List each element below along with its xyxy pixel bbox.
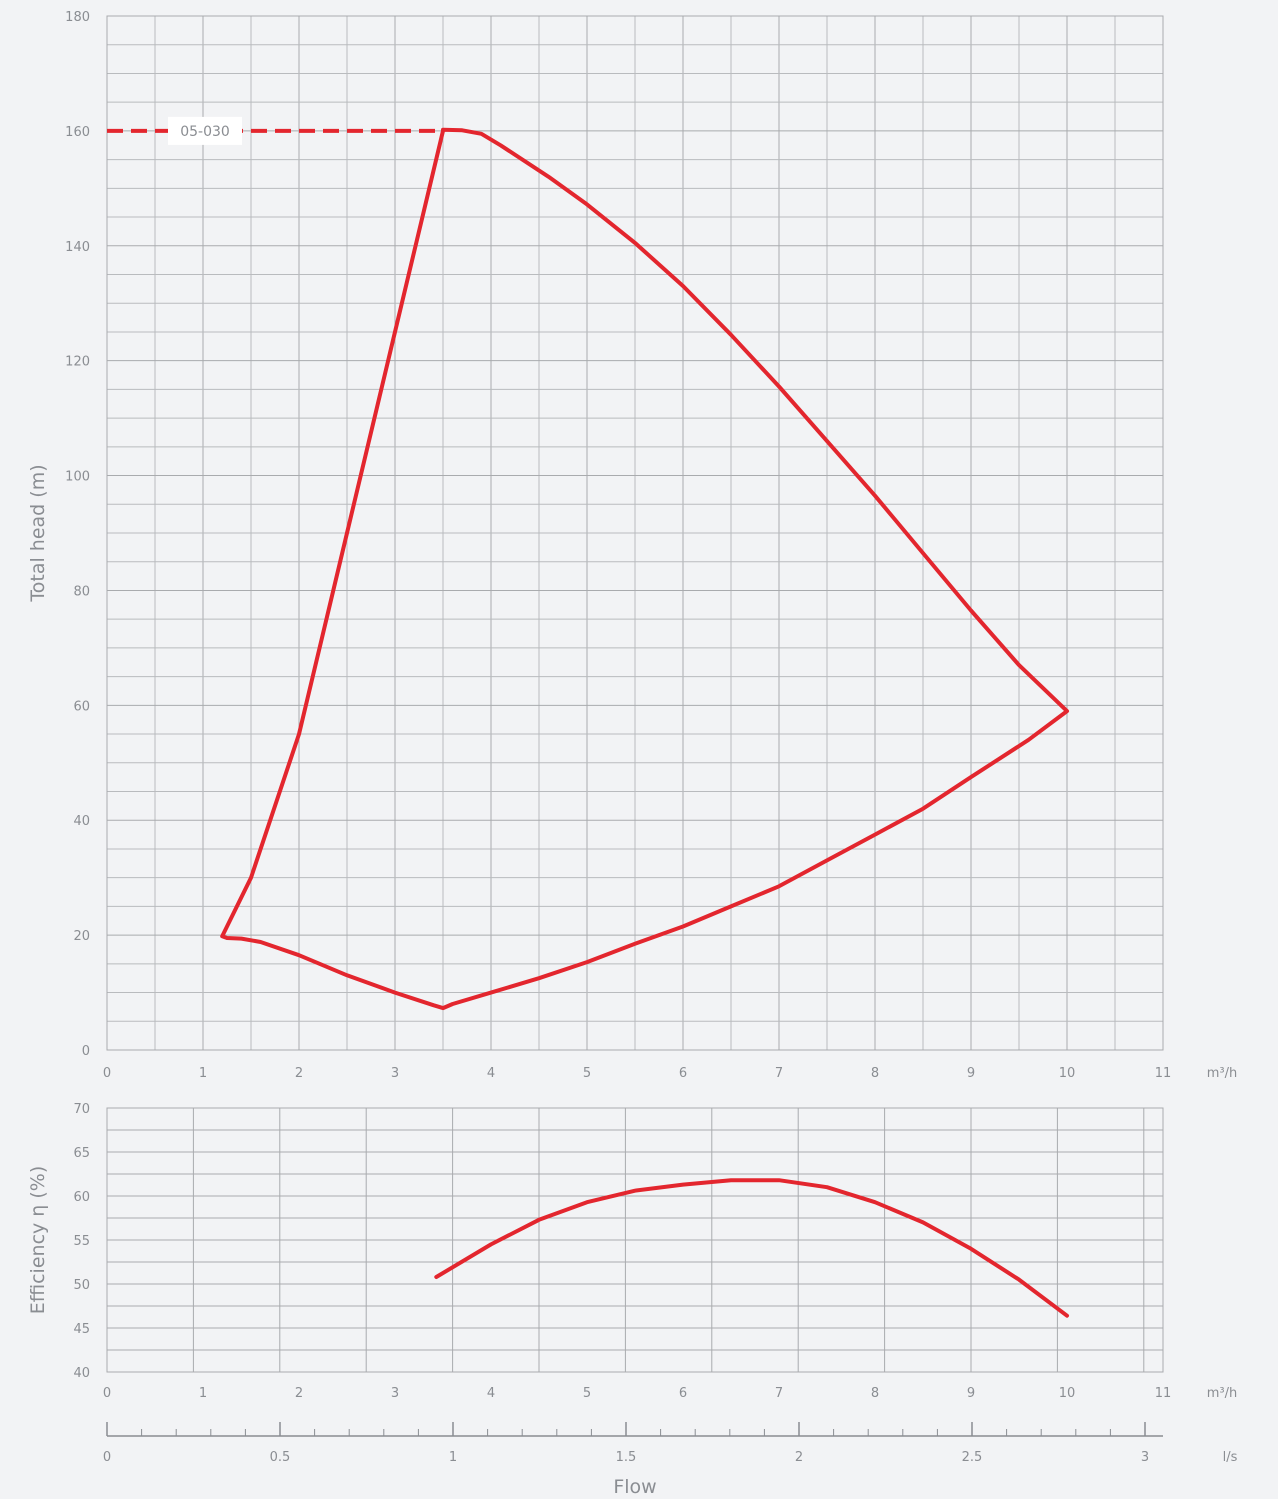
- plot-frame: [106, 1107, 1164, 1373]
- x-tick-label: 3: [391, 1386, 399, 1401]
- x-tick-label: 1.5: [616, 1450, 637, 1465]
- x-unit-label: l/s: [1223, 1450, 1238, 1465]
- y-tick-label: 120: [65, 355, 90, 370]
- x-tick-label: 4: [487, 1066, 495, 1081]
- x-tick-label: 0: [103, 1066, 111, 1081]
- flow-ls-axis: 0 0.5 1 1.5 2 2.5 3 l/s Flow: [103, 1422, 1238, 1498]
- x-tick-label: 3: [391, 1066, 399, 1081]
- y-axis-title: Total head (m): [27, 464, 49, 602]
- x-tick-label: 11: [1155, 1066, 1172, 1081]
- y-tick-label: 60: [73, 1190, 90, 1205]
- plot-frame: [106, 15, 1164, 1051]
- x-tick-label: 4: [487, 1386, 495, 1401]
- x-tick-label: 0.5: [270, 1450, 291, 1465]
- y-tick-label: 80: [73, 584, 90, 599]
- x-tick-label: 1: [449, 1450, 457, 1465]
- x-tick-label: 5: [583, 1386, 591, 1401]
- x-unit-label: m³/h: [1207, 1386, 1238, 1401]
- x-tick-label: 3: [1141, 1450, 1149, 1465]
- y-tick-label: 0: [82, 1044, 90, 1059]
- y-tick-label: 140: [65, 240, 90, 255]
- x-tick-label: 9: [967, 1066, 975, 1081]
- y-tick-label: 45: [73, 1322, 90, 1337]
- x-tick-label: 1: [199, 1386, 207, 1401]
- y-tick-label: 180: [65, 10, 90, 25]
- x-tick-label: 7: [775, 1386, 783, 1401]
- x-tick-label: 8: [871, 1066, 879, 1081]
- efficiency-curve-line: [434, 1178, 1069, 1318]
- y-tick-label: 100: [65, 470, 90, 485]
- x-tick-label: 5: [583, 1066, 591, 1081]
- y-tick-label: 55: [73, 1234, 90, 1249]
- x-tick-label: 1: [199, 1066, 207, 1081]
- head-operating-envelope-line: [220, 127, 1069, 1011]
- x-tick-label: 11: [1155, 1386, 1172, 1401]
- x-tick-label: 2: [295, 1386, 303, 1401]
- y-tick-label: 40: [73, 814, 90, 829]
- y-tick-label: 50: [73, 1278, 90, 1293]
- y-tick-label: 70: [73, 1102, 90, 1117]
- x-tick-label: 0: [103, 1450, 111, 1465]
- x-unit-label: m³/h: [1207, 1066, 1238, 1081]
- x-tick-label: 8: [871, 1386, 879, 1401]
- head-chart: 0 20 40 60 80 100 120 140 160 180 0 1 2 3 4 5 6 7 8 9 10 11 m³…: [27, 10, 1237, 1081]
- x-tick-label: 6: [679, 1066, 687, 1081]
- x-tick-label: 9: [967, 1386, 975, 1401]
- y-axis-title: Efficiency η (%): [27, 1166, 49, 1315]
- x-tick-label: 10: [1059, 1386, 1076, 1401]
- y-tick-label: 40: [73, 1366, 90, 1381]
- x-tick-label: 6: [679, 1386, 687, 1401]
- x-tick-label: 2.5: [962, 1450, 983, 1465]
- x-tick-label: 2: [795, 1450, 803, 1465]
- x-axis-title: Flow: [613, 1476, 656, 1498]
- x-tick-label: 2: [295, 1066, 303, 1081]
- x-tick-label: 0: [103, 1386, 111, 1401]
- model-label: 05-030: [180, 124, 230, 140]
- y-tick-label: 60: [73, 699, 90, 714]
- model-label-box: [168, 116, 242, 145]
- x-tick-label: 7: [775, 1066, 783, 1081]
- y-tick-label: 160: [65, 125, 90, 140]
- y-tick-label: 20: [73, 929, 90, 944]
- y-tick-label: 65: [73, 1146, 90, 1161]
- x-tick-label: 10: [1059, 1066, 1076, 1081]
